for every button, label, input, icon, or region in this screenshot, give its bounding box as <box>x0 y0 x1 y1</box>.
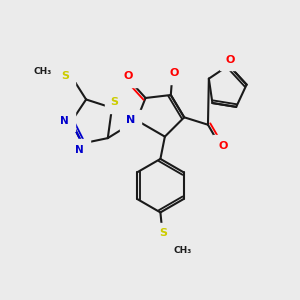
Text: N: N <box>76 145 84 155</box>
Text: S: S <box>159 228 167 238</box>
Text: S: S <box>61 71 69 81</box>
Text: H: H <box>163 65 171 75</box>
Text: O: O <box>123 71 132 81</box>
Text: CH₃: CH₃ <box>174 246 192 255</box>
Text: S: S <box>110 98 118 107</box>
Text: O: O <box>169 68 178 78</box>
Text: O: O <box>226 55 235 65</box>
Text: N: N <box>126 115 135 125</box>
Text: N: N <box>60 116 69 126</box>
Text: O: O <box>218 140 227 151</box>
Text: CH₃: CH₃ <box>34 67 52 76</box>
